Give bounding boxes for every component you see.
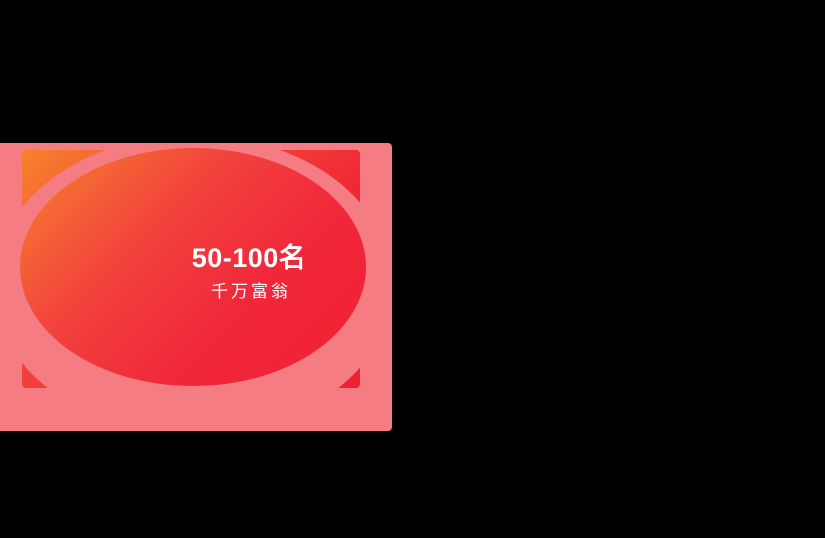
prize-title-label: 千万富翁 <box>211 282 291 301</box>
rank-range-label: 50-100名 <box>191 243 307 273</box>
prize-gradient-ellipse <box>20 148 366 386</box>
prize-tier-card[interactable]: 50-100名 千万富翁 <box>0 143 392 431</box>
